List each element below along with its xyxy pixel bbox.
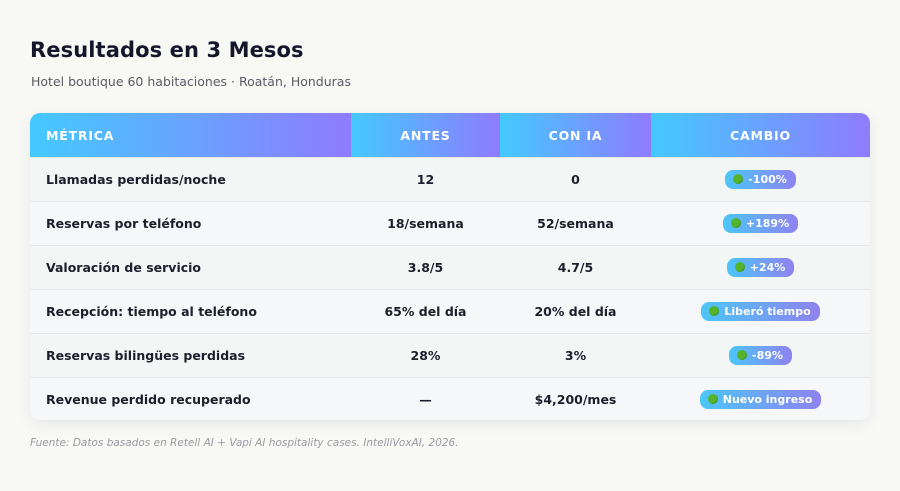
change-badge-label: -89%	[752, 349, 783, 362]
before-cell: 65% del día	[351, 289, 500, 334]
green-circle-icon	[733, 174, 744, 184]
change-badge-label: Nuevo ingreso	[722, 393, 813, 406]
before-cell: —	[351, 377, 500, 420]
change-badge: -89%	[729, 346, 792, 365]
before-cell: 3.8/5	[351, 245, 500, 290]
page-title: Resultados en 3 Mesos	[30, 38, 304, 62]
before-cell: 18/semana	[351, 201, 500, 246]
column-header-after: CON IA	[500, 113, 651, 158]
after-cell: 3%	[500, 333, 651, 378]
metric-cell: Revenue perdido recuperado	[30, 377, 351, 420]
change-badge: -100%	[725, 170, 796, 189]
change-badge: +24%	[726, 258, 795, 277]
table-row: Recepción: tiempo al teléfono 65% del dí…	[30, 289, 870, 334]
change-cell: +189%	[651, 201, 870, 246]
results-table: MÉTRICA ANTES CON IA CAMBIO Llamadas per…	[30, 113, 870, 420]
change-badge: Nuevo ingreso	[699, 390, 822, 409]
change-badge: +189%	[722, 214, 799, 233]
table-row: Valoración de servicio 3.8/5 4.7/5 +24%	[30, 245, 870, 290]
table-row: Revenue perdido recuperado — $4,200/mes …	[30, 377, 870, 420]
change-badge: Liberó tiempo	[701, 302, 820, 321]
metric-cell: Valoración de servicio	[30, 245, 351, 290]
change-cell: -100%	[651, 157, 870, 202]
change-badge-label: -100%	[748, 173, 787, 186]
after-cell: 20% del día	[500, 289, 651, 334]
green-circle-icon	[707, 394, 718, 404]
before-cell: 28%	[351, 333, 500, 378]
metric-cell: Reservas bilingües perdidas	[30, 333, 351, 378]
table-header-row: MÉTRICA ANTES CON IA CAMBIO	[30, 113, 870, 158]
change-badge-label: +24%	[749, 261, 786, 274]
after-cell: $4,200/mes	[500, 377, 651, 420]
green-circle-icon	[734, 262, 745, 272]
change-badge-label: Liberó tiempo	[724, 305, 811, 318]
green-circle-icon	[737, 350, 748, 360]
metric-cell: Recepción: tiempo al teléfono	[30, 289, 351, 334]
change-cell: -89%	[651, 333, 870, 378]
metric-cell: Llamadas perdidas/noche	[30, 157, 351, 202]
before-cell: 12	[351, 157, 500, 202]
table-row: Reservas bilingües perdidas 28% 3% -89%	[30, 333, 870, 378]
after-cell: 4.7/5	[500, 245, 651, 290]
green-circle-icon	[730, 218, 741, 228]
table-row: Llamadas perdidas/noche 12 0 -100%	[30, 157, 870, 202]
column-header-before: ANTES	[351, 113, 500, 158]
table-row: Reservas por teléfono 18/semana 52/seman…	[30, 201, 870, 246]
metric-cell: Reservas por teléfono	[30, 201, 351, 246]
change-cell: +24%	[651, 245, 870, 290]
change-cell: Liberó tiempo	[651, 289, 870, 334]
change-badge-label: +189%	[745, 217, 790, 230]
after-cell: 0	[500, 157, 651, 202]
source-footnote: Fuente: Datos basados en Retell AI + Vap…	[30, 437, 459, 449]
results-table-card: MÉTRICA ANTES CON IA CAMBIO Llamadas per…	[30, 113, 870, 420]
column-header-change: CAMBIO	[651, 113, 870, 158]
page-subtitle: Hotel boutique 60 habitaciones · Roatán,…	[31, 74, 351, 89]
column-header-metric: MÉTRICA	[30, 113, 351, 158]
green-circle-icon	[709, 306, 720, 316]
after-cell: 52/semana	[500, 201, 651, 246]
change-cell: Nuevo ingreso	[651, 377, 870, 420]
